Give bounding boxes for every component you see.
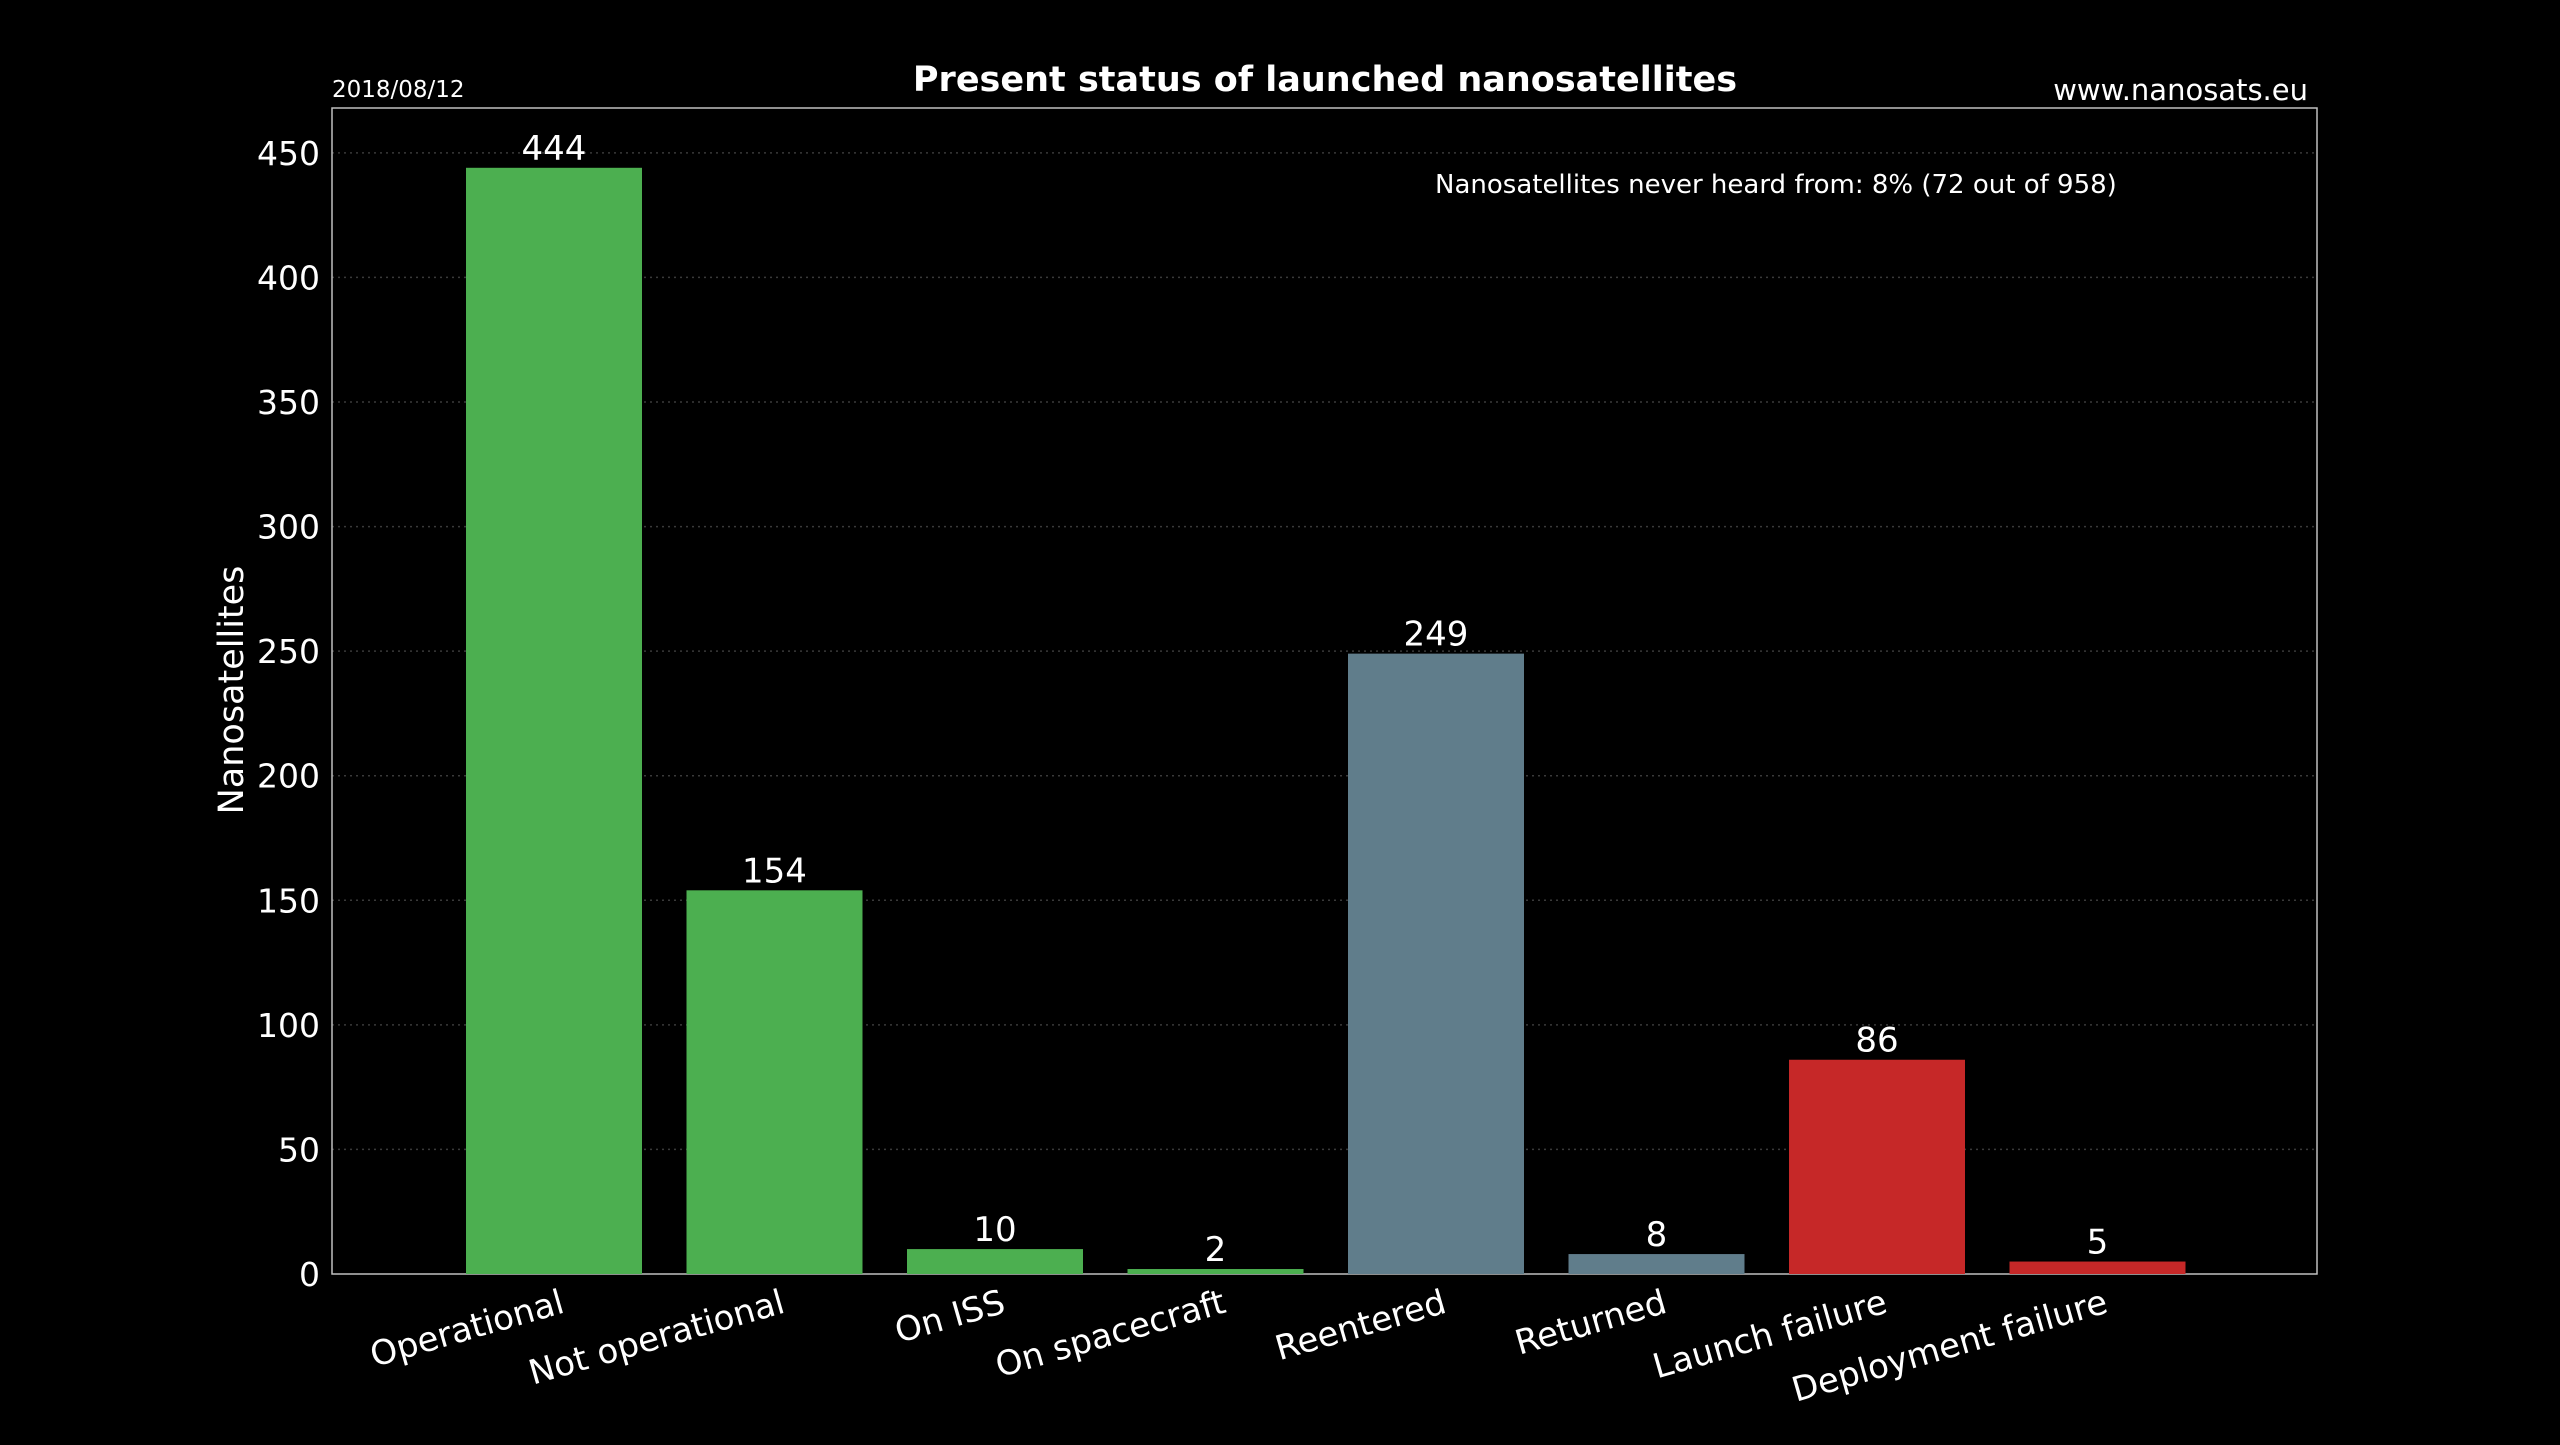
- y-tick-label: 450: [257, 134, 320, 173]
- y-tick-label: 250: [257, 632, 320, 671]
- y-tick-label: 0: [299, 1255, 320, 1294]
- data-label: 2: [1205, 1230, 1227, 1270]
- y-tick-label: 100: [257, 1006, 320, 1045]
- data-label: 444: [522, 129, 587, 169]
- data-label: 249: [1404, 615, 1469, 655]
- y-tick-label: 200: [257, 757, 320, 796]
- data-label: 8: [1646, 1215, 1668, 1255]
- y-tick-label: 350: [257, 383, 320, 422]
- data-label: 5: [2087, 1223, 2109, 1263]
- y-tick-label: 150: [257, 881, 320, 920]
- data-label: 86: [1855, 1021, 1898, 1061]
- bar-not-operational: [686, 890, 863, 1274]
- bar-returned: [1568, 1254, 1745, 1274]
- bars: [466, 167, 2186, 1274]
- plot-frame: [331, 107, 2318, 1275]
- date-label: 2018/08/12: [332, 77, 465, 103]
- chart-title: Present status of launched nanosatellite…: [913, 60, 1737, 100]
- bar-deployment-failure: [2009, 1261, 2186, 1274]
- bar-on-spacecraft: [1127, 1269, 1304, 1274]
- never-heard-annotation: Nanosatellites never heard from: 8% (72 …: [1435, 170, 2117, 200]
- grid-lines: [332, 152, 2317, 1151]
- bar-operational: [466, 167, 642, 1274]
- bar-launch-failure: [1789, 1059, 1965, 1274]
- y-axis-label: Nanosatellites: [212, 566, 252, 815]
- data-label: 154: [742, 851, 807, 891]
- y-tick-label: 50: [278, 1130, 320, 1169]
- bar-reentered: [1348, 653, 1524, 1274]
- bar-on-iss: [907, 1249, 1083, 1274]
- y-tick-label: 400: [257, 258, 320, 297]
- website-label: www.nanosats.eu: [2053, 73, 2308, 107]
- data-labels: 444 154 10 2 249 8 86 5: [522, 129, 2109, 1270]
- y-axis-ticks: 0 50 100 150 200 250 300 350 400 450: [257, 134, 320, 1294]
- data-label: 10: [973, 1210, 1016, 1250]
- y-tick-label: 300: [257, 508, 320, 547]
